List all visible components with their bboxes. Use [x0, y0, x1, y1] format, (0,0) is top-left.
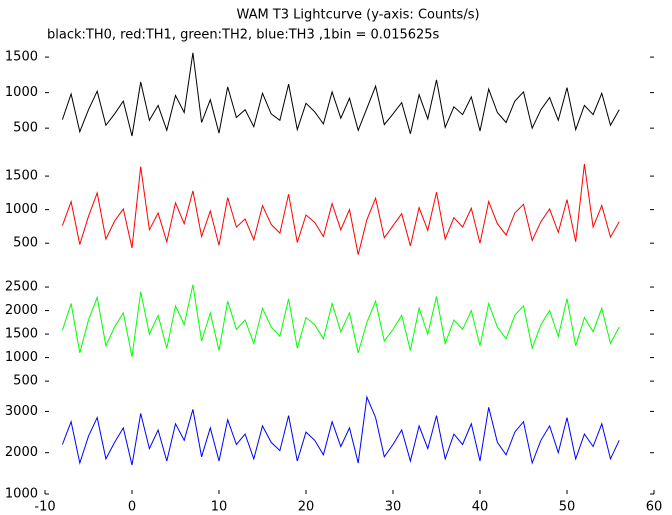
- x-tick-label: 60: [646, 500, 663, 515]
- chart-title: WAM T3 Lightcurve (y-axis: Counts/s): [236, 8, 479, 23]
- y-tick-label: 1000: [5, 350, 38, 365]
- y-tick-label: 500: [13, 236, 38, 251]
- lightcurve: [61, 163, 620, 255]
- chart-subtitle: black:TH0, red:TH1, green:TH2, blue:TH3 …: [47, 28, 440, 43]
- x-tick-label: 40: [472, 500, 489, 515]
- lightcurve: [61, 395, 620, 466]
- y-tick-label: 500: [13, 121, 38, 136]
- y-tick-label: 500: [13, 374, 38, 389]
- y-tick-label: 1500: [5, 327, 38, 342]
- x-tick-label: 0: [128, 500, 136, 515]
- y-tick-label: 1000: [5, 202, 38, 217]
- x-tick-label: 20: [298, 500, 315, 515]
- lightcurve: [61, 284, 620, 357]
- y-tick-label: 1500: [5, 169, 38, 184]
- y-tick-label: 2000: [5, 445, 38, 460]
- lightcurve: [61, 52, 620, 137]
- y-tick-label: 1000: [5, 85, 38, 100]
- x-tick-label: 10: [211, 500, 228, 515]
- y-tick-label: 2500: [5, 280, 38, 295]
- y-tick-label: 1000: [5, 487, 38, 502]
- y-tick-label: 1500: [5, 50, 38, 65]
- x-tick-label: 50: [559, 500, 576, 515]
- x-tick-label: -10: [34, 500, 55, 515]
- y-tick-label: 2000: [5, 303, 38, 318]
- x-tick-label: 30: [385, 500, 402, 515]
- y-tick-label: 3000: [5, 404, 38, 419]
